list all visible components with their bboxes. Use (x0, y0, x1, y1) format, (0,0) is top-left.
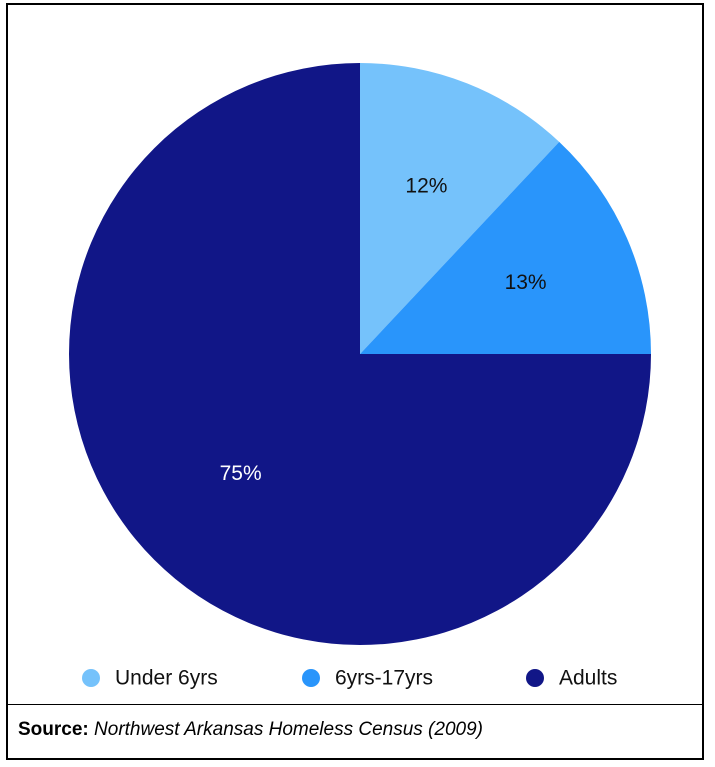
legend-label-6yrs-17yrs: 6yrs-17yrs (335, 667, 433, 690)
slice-label-adults: 75% (220, 462, 262, 485)
chart-frame: 12% 13% 75% Under 6yrs 6yrs-17yrs Adults Sou… (6, 3, 704, 760)
pie-slice-6yrs-17yrs (360, 141, 651, 354)
legend-swatch-6yrs-17yrs (302, 669, 320, 687)
slice-labels: 12% 13% 75% (220, 175, 547, 485)
legend-swatch-under-6yrs (82, 669, 100, 687)
pie-slice-adults (69, 63, 651, 645)
pie-slices (69, 63, 651, 645)
legend-swatch-adults (526, 669, 544, 687)
legend-label-under-6yrs: Under 6yrs (115, 667, 218, 690)
legend: Under 6yrs 6yrs-17yrs Adults (82, 667, 617, 690)
pie-slice-under-6yrs (360, 63, 560, 354)
slice-label-6yrs-17yrs: 13% (505, 271, 547, 294)
source-prefix: Source: (18, 719, 89, 740)
source-note: Source: Northwest Arkansas Homeless Cens… (18, 719, 483, 741)
legend-label-adults: Adults (559, 667, 617, 690)
pie-chart: 12% 13% 75% Under 6yrs 6yrs-17yrs Adults (69, 63, 651, 690)
source-text: Northwest Arkansas Homeless Census (2009… (94, 719, 483, 740)
slice-label-under-6yrs: 12% (405, 175, 447, 198)
source-divider (8, 704, 702, 705)
